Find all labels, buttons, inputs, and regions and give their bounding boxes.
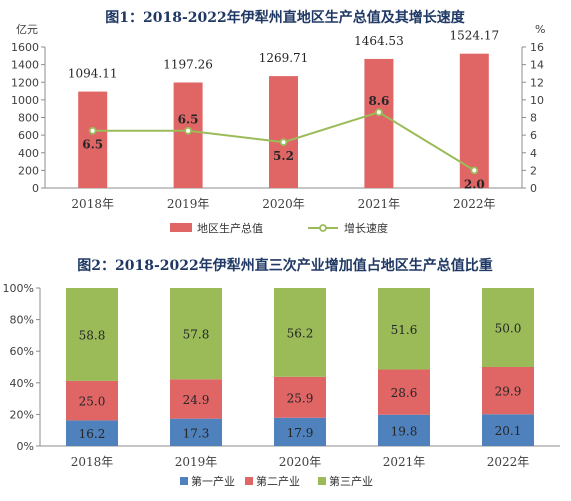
chart2-segment-label: 19.8 [391, 424, 418, 438]
chart2-segment-1 [482, 414, 534, 446]
chart1-left-tick-label: 0 [32, 182, 39, 195]
chart2-y-tick-label: 100% [3, 282, 34, 295]
chart2-segment-label: 24.9 [183, 393, 210, 407]
chart1-left-tick-label: 1000 [11, 94, 39, 107]
chart2-segment-label: 56.2 [287, 326, 314, 340]
chart1-growth-point-label: 5.2 [273, 149, 294, 163]
chart2-segment-1 [66, 420, 118, 446]
chart2-segment-1 [378, 414, 430, 446]
chart1-right-unit: % [535, 23, 545, 36]
chart2-segment-label: 51.6 [391, 323, 418, 337]
chart1-growth-point-label: 6.5 [82, 138, 103, 152]
chart2-legend-label: 第二产业 [256, 474, 300, 488]
chart1-growth-point [279, 138, 288, 147]
chart1-right-tick-label: 14 [530, 59, 544, 72]
chart2-y-tick-label: 80% [10, 314, 34, 327]
chart1-right-tick-label: 6 [530, 129, 537, 142]
chart1-left-tick-label: 1200 [11, 76, 39, 89]
chart1-right-tick-label: 16 [530, 41, 544, 54]
chart1-legend-line-label: 增长速度 [344, 221, 388, 235]
chart2-segment-label: 58.8 [79, 328, 106, 342]
chart2-segment-1 [274, 417, 326, 446]
chart1-left-unit: 亿元 [16, 23, 38, 36]
chart1-gdp-bar [173, 82, 203, 188]
chart2-legend-label: 第一产业 [191, 474, 235, 488]
chart1-legend-bar-label: 地区生产总值 [197, 221, 263, 235]
chart2-segment-2 [66, 380, 118, 421]
chart1-growth-point [470, 166, 479, 175]
chart2-segment-3 [482, 288, 534, 367]
chart1-gdp-bar [364, 58, 394, 188]
chart2-segment-label: 16.2 [79, 427, 106, 441]
chart1-right-tick-label: 8 [530, 112, 537, 125]
chart1-growth-point-label: 8.6 [368, 94, 389, 108]
chart1-right-tick-label: 12 [530, 76, 544, 89]
gdp-growth-chart: 图1：2018-2022年伊犁州直地区生产总值及其增长速度 亿元 % 0 200 4… [11, 9, 545, 235]
chart2-legend-swatch [180, 477, 188, 485]
chart2-segment-label: 17.9 [287, 426, 314, 440]
chart1-gdp-bar [78, 91, 108, 188]
chart1-gdp-bar [269, 76, 298, 188]
chart2-segment-label: 17.3 [183, 426, 210, 440]
chart1-gdp-bar-label: 1197.26 [163, 57, 213, 71]
chart1-growth-point-label: 2.0 [464, 177, 485, 191]
chart2-segment-label: 25.9 [287, 391, 314, 405]
chart2-segment-3 [66, 288, 118, 381]
chart1-gdp-bar-label: 1094.11 [68, 67, 118, 81]
chart1-right-tick-label: 4 [530, 147, 537, 160]
chart2-x-tick-label: 2020年 [279, 455, 322, 469]
chart2-y-tick-label: 20% [10, 408, 34, 421]
chart2-title: 图2：2018-2022年伊犁州直三次产业增加值占地区生产总值比重 [77, 257, 492, 274]
chart1-growth-point-label: 6.5 [178, 113, 199, 127]
chart1-legend-bar-swatch [170, 223, 192, 232]
chart2-y-tick-label: 0% [17, 440, 34, 453]
chart2-x-tick-label: 2021年 [383, 455, 426, 469]
chart2-segment-label: 28.6 [391, 386, 418, 400]
chart2-segment-label: 25.0 [79, 395, 106, 409]
chart2-segment-label: 29.9 [495, 385, 522, 399]
chart2-segment-1 [170, 418, 222, 446]
chart2-x-tick-label: 2022年 [487, 455, 530, 469]
chart1-gdp-bar-label: 1464.53 [354, 34, 404, 48]
chart2-y-tick-label: 40% [10, 377, 34, 390]
chart1-left-tick-label: 800 [18, 112, 39, 125]
chart1-x-tick-label: 2020年 [262, 197, 305, 211]
chart2-segment-label: 50.0 [495, 322, 522, 336]
chart1-left-tick-label: 400 [18, 147, 39, 160]
chart2-x-tick-label: 2018年 [71, 455, 114, 469]
chart2-legend-swatch [245, 477, 253, 485]
chart1-x-tick-label: 2019年 [167, 197, 210, 211]
chart2-legend-label: 第三产业 [329, 474, 373, 488]
chart2-segment-3 [170, 288, 222, 380]
chart1-right-tick-label: 2 [530, 164, 537, 177]
chart2-segment-3 [274, 288, 326, 377]
chart1-legend-line-marker [319, 224, 327, 232]
chart1-x-tick-label: 2022年 [453, 197, 496, 211]
chart1-growth-point [184, 126, 193, 135]
chart1-left-tick-label: 1600 [11, 41, 39, 54]
chart1-x-tick-label: 2021年 [358, 197, 401, 211]
chart1-gdp-bar-label: 1269.71 [259, 51, 309, 65]
chart1-x-tick-label: 2018年 [71, 197, 114, 211]
chart1-growth-point [88, 126, 97, 135]
chart2-x-tick-label: 2019年 [175, 455, 218, 469]
chart2-segment-2 [170, 379, 222, 419]
chart2-segment-3 [378, 288, 430, 370]
chart2-segment-2 [274, 376, 326, 418]
chart2-segment-2 [378, 369, 430, 415]
chart2-segment-2 [482, 367, 534, 415]
chart2-segment-label: 20.1 [495, 424, 522, 438]
chart2-legend-swatch [318, 477, 326, 485]
chart1-left-tick-label: 200 [18, 164, 39, 177]
chart1-right-tick-label: 0 [530, 182, 537, 195]
chart2-y-tick-label: 60% [10, 345, 34, 358]
chart1-left-tick-label: 1400 [11, 59, 39, 72]
chart1-right-tick-label: 10 [530, 94, 544, 107]
chart2-segment-label: 57.8 [183, 328, 210, 342]
chart1-growth-point [374, 108, 383, 117]
chart1-gdp-bar-label: 1524.17 [449, 29, 499, 43]
chart1-left-tick-label: 600 [18, 129, 39, 142]
chart1-title: 图1：2018-2022年伊犁州直地区生产总值及其增长速度 [105, 9, 465, 26]
